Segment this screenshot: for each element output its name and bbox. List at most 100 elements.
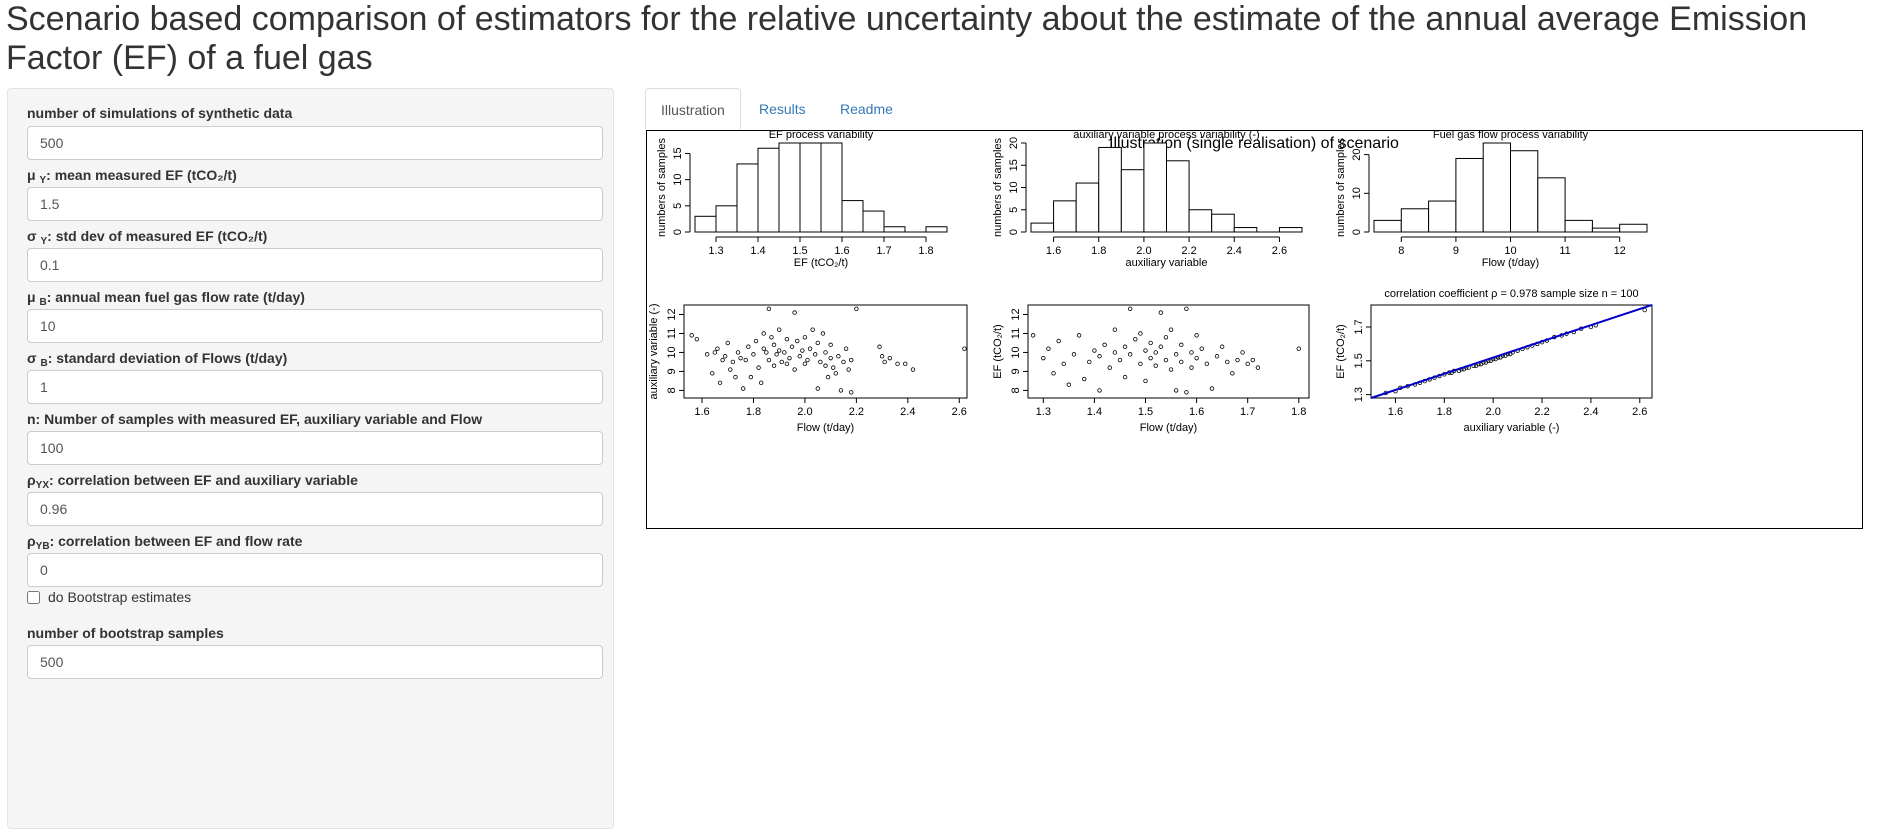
chart1-y-tick-label: 10 (672, 174, 684, 186)
chart2-x-tick-label: 2.6 (1272, 245, 1287, 257)
chart4-point (802, 335, 808, 340)
label-subscript: B (40, 358, 48, 369)
chart2-bar (1278, 227, 1303, 233)
chart2-title: auxiliary variable process variability (… (1073, 131, 1259, 141)
chart2-bar (1053, 200, 1077, 233)
chart4-y-tick-label: 12 (666, 308, 678, 320)
chart5-point (1076, 333, 1082, 338)
simulations-input[interactable] (27, 126, 603, 160)
chart2-x-tick-label: 1.6 (1046, 245, 1061, 257)
chart4-point (784, 361, 790, 367)
chart4-point (776, 327, 782, 332)
chart5-point (1056, 338, 1061, 344)
label-subscript: Y (39, 175, 47, 186)
chart4-point (728, 367, 733, 372)
chart4-point (782, 350, 787, 355)
chart4-point (807, 346, 813, 351)
chart4-point (838, 388, 844, 393)
tab-results[interactable]: Results (759, 101, 806, 117)
illustration-plot-frame: Illustration (single realisation) of sce… (646, 130, 1863, 529)
chart2-bar (1233, 227, 1258, 233)
chart1-bar (883, 226, 906, 233)
chart5-point (1061, 361, 1066, 367)
chart4-point (831, 365, 836, 370)
chart2-y-tick-label: 0 (1008, 229, 1020, 235)
chart5-point (1071, 352, 1077, 357)
chart6-x-tick-label: 2.4 (1583, 406, 1598, 418)
chart5-point (1209, 386, 1215, 391)
rho-yb-input[interactable] (27, 553, 603, 587)
chart3-y-tick-label: 0 (1351, 229, 1363, 235)
chart1-x-tick-label: 1.8 (918, 245, 933, 257)
chart4-point (751, 352, 756, 357)
chart1-bar (757, 147, 780, 233)
mu-b-input[interactable] (27, 309, 603, 343)
chart5-y-tick-label: 10 (1010, 346, 1022, 358)
chart5-point (1138, 331, 1143, 336)
n-samples-input[interactable] (27, 431, 603, 465)
chart1-x-tick-label: 1.3 (708, 245, 723, 257)
chart3-x-tick-label: 10 (1504, 245, 1516, 257)
tab-illustration[interactable]: Illustration (645, 88, 741, 130)
chart4-x-tick-label: 2.2 (849, 406, 864, 418)
bootstrap-checkbox-label[interactable]: do Bootstrap estimates (48, 589, 192, 605)
chart5-point (1107, 365, 1112, 370)
chart4-point (895, 361, 900, 367)
chart2-bar (1120, 169, 1145, 233)
sigma-b-label: σ B: standard deviation of Flows (t/day) (27, 350, 287, 369)
chart4-ylabel: auxiliary variable (-) (648, 304, 660, 400)
bootstrap-checkbox-row[interactable]: do Bootstrap estimates (27, 589, 191, 605)
page-title: Scenario based comparison of estimators … (6, 0, 1808, 77)
chart5-x-tick-label: 1.8 (1291, 406, 1306, 418)
chart5-point (1153, 350, 1158, 355)
chart5-point (1235, 357, 1240, 363)
chart4-point (717, 380, 723, 386)
mu-y-input[interactable] (27, 187, 603, 221)
chart4-point (694, 336, 700, 342)
chart5-point (1194, 333, 1199, 338)
label-text-rest: : std dev of measured EF (tCO₂/t) (47, 228, 268, 244)
chart5-point (1117, 357, 1123, 363)
chart4-point (776, 348, 782, 353)
chart3-x-tick-label: 9 (1453, 245, 1459, 257)
sigma-y-input[interactable] (27, 248, 603, 282)
label-text: σ (27, 228, 41, 244)
rho-yx-input[interactable] (27, 492, 603, 526)
chart2-xlabel: auxiliary variable (1126, 257, 1208, 269)
chart4-point (879, 354, 885, 359)
sigma-b-input[interactable] (27, 370, 603, 404)
chart4-point (823, 363, 828, 368)
chart2-bar (1143, 142, 1167, 233)
chart4-point (769, 335, 774, 340)
chart5-x-tick-label: 1.6 (1189, 406, 1204, 418)
chart4-point (774, 352, 779, 357)
chart4-point (820, 331, 826, 336)
chart5-x-tick-label: 1.5 (1138, 406, 1153, 418)
chart1-x-tick-label: 1.6 (834, 245, 849, 257)
chart5-point (1189, 350, 1194, 355)
chart5-point (1184, 306, 1189, 311)
simulations-label: number of simulations of synthetic data (27, 105, 292, 121)
chart5-point (1168, 367, 1174, 372)
chart4-point (823, 350, 828, 355)
chart4-point (740, 386, 746, 391)
chart4-point (833, 371, 838, 376)
chart4-point (802, 361, 808, 367)
bootstrap-checkbox[interactable] (27, 590, 40, 604)
chart5-point (1051, 371, 1056, 376)
chart4-point (787, 355, 792, 361)
chart4-x-tick-label: 1.6 (694, 406, 709, 418)
bootstrap-samples-input[interactable] (27, 645, 603, 679)
tab-readme[interactable]: Readme (840, 101, 893, 117)
chart2-x-tick-label: 2.0 (1136, 245, 1151, 257)
chart4-point (735, 350, 741, 355)
chart4-point (738, 355, 743, 361)
chart4-point (877, 344, 882, 349)
chart5-point (1250, 357, 1255, 363)
chart1-bar (715, 205, 738, 233)
chart4-point (854, 306, 859, 311)
chart5-point (1143, 348, 1148, 353)
label-text: σ (27, 350, 41, 366)
chart4-point (836, 354, 841, 359)
chart2-y-tick-label: 5 (1008, 207, 1020, 213)
